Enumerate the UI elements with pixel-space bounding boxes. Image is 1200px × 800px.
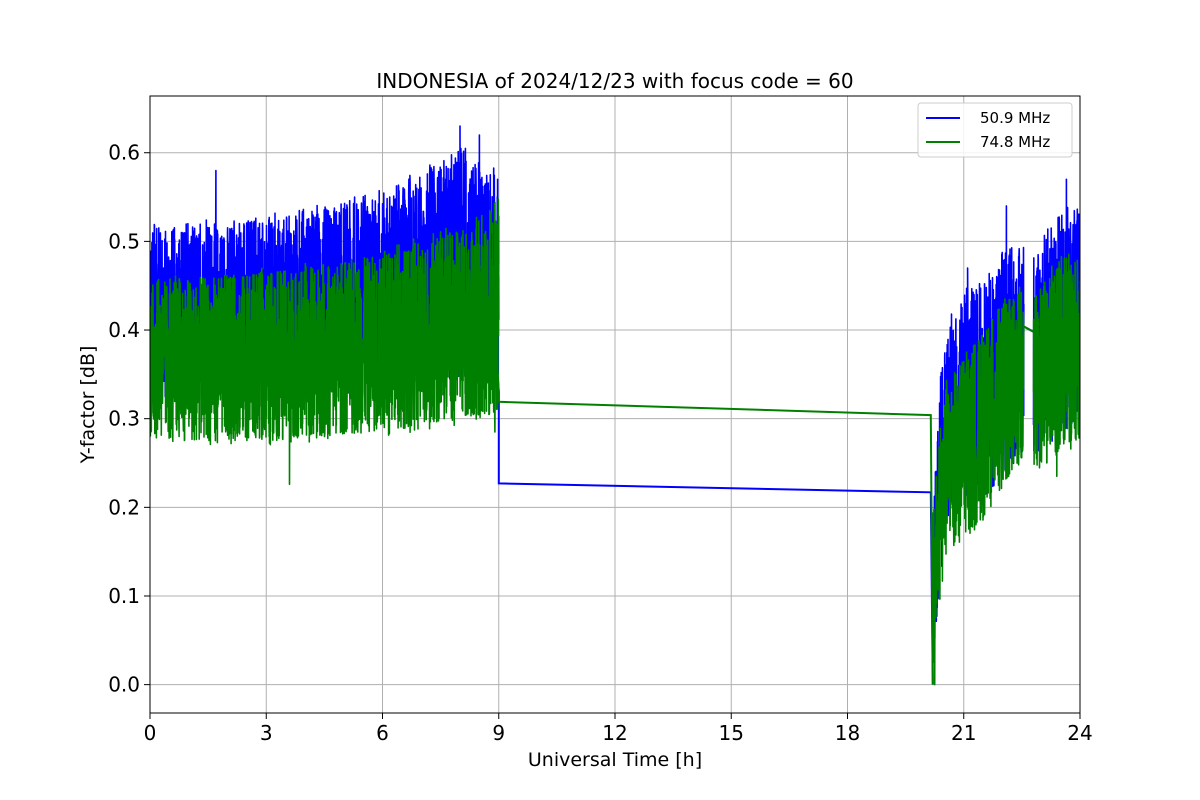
axis-ticks: 0 3 6 9 12 15 18 21 24 0.0 0.1 0.2 0.3 0.4 0.5 0.6 (108, 141, 1093, 745)
y-tick-label: 0.0 (108, 673, 140, 697)
x-tick-label: 0 (144, 721, 157, 745)
series-line (150, 198, 500, 486)
x-tick-label: 9 (492, 721, 505, 745)
x-tick-label: 18 (835, 721, 860, 745)
series-line (1032, 253, 1080, 478)
x-tick-label: 6 (376, 721, 389, 745)
x-tick-label: 24 (1067, 721, 1092, 745)
series-connector-line (1023, 325, 1034, 333)
legend: 50.9 MHz 74.8 MHz (917, 102, 1073, 158)
x-tick-label: 3 (260, 721, 273, 745)
chart-title: INDONESIA of 2024/12/23 with focus code … (376, 69, 853, 93)
legend-label: 74.8 MHz (980, 133, 1050, 151)
x-axis-label: Universal Time [h] (528, 749, 702, 771)
y-axis-label: Y-factor [dB] (77, 346, 99, 465)
series-1 (150, 198, 1080, 686)
x-tick-label: 21 (951, 721, 976, 745)
y-tick-label: 0.4 (108, 318, 140, 342)
y-tick-label: 0.5 (108, 229, 140, 253)
x-tick-label: 15 (719, 721, 744, 745)
legend-label: 50.9 MHz (980, 109, 1050, 127)
legend-box (917, 102, 1073, 158)
y-tick-label: 0.6 (108, 141, 140, 165)
y-tick-label: 0.3 (108, 407, 140, 431)
series-line (932, 286, 1025, 686)
y-tick-label: 0.2 (108, 495, 140, 519)
y-tick-label: 0.1 (108, 584, 140, 608)
x-tick-label: 12 (602, 721, 627, 745)
series-connector-line (495, 356, 934, 685)
plot-series (150, 125, 1080, 686)
